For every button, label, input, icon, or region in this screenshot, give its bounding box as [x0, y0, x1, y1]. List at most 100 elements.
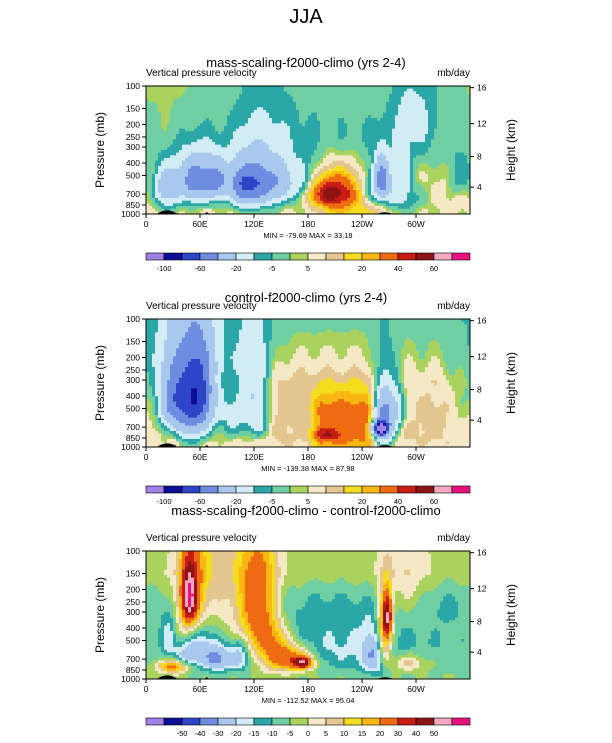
heatmap-cell — [284, 182, 288, 186]
heatmap-cell — [293, 179, 297, 183]
heatmap-cell — [185, 107, 189, 111]
heatmap-cell — [428, 102, 432, 106]
heatmap-cell — [260, 206, 264, 210]
heatmap-cell — [230, 104, 234, 108]
heatmap-cell — [395, 192, 399, 196]
heatmap-cell — [194, 163, 198, 167]
heatmap-cell — [263, 147, 267, 151]
heatmap-cell — [269, 166, 273, 170]
heatmap-cell — [311, 86, 315, 90]
heatmap-cell — [398, 195, 402, 199]
heatmap-cell — [443, 118, 447, 122]
heatmap-cell — [467, 179, 471, 183]
heatmap-cell — [197, 102, 201, 106]
heatmap-cell — [311, 192, 315, 196]
heatmap-cell — [188, 195, 192, 199]
heatmap-cell — [377, 198, 381, 202]
heatmap-cell — [338, 150, 342, 154]
heatmap-cell — [260, 134, 264, 138]
heatmap-cell — [311, 158, 315, 162]
heatmap-cell — [431, 115, 435, 119]
heatmap-cell — [350, 158, 354, 162]
heatmap-cell — [209, 198, 213, 202]
heatmap-cell — [245, 134, 249, 138]
heatmap-cell — [443, 147, 447, 151]
heatmap-cell — [281, 187, 285, 191]
heatmap-cell — [407, 174, 411, 178]
heatmap-cell — [212, 120, 216, 124]
heatmap-cell — [323, 147, 327, 151]
heatmap-cell — [389, 99, 393, 103]
heatmap-cell — [149, 86, 153, 90]
heatmap-cell — [302, 107, 306, 111]
heatmap-cell — [236, 94, 240, 98]
heatmap-cell — [254, 99, 258, 103]
heatmap-cell — [170, 206, 174, 210]
heatmap-cell — [422, 198, 426, 202]
heatmap-cell — [320, 91, 324, 95]
heatmap-cell — [413, 115, 417, 119]
heatmap-cell — [398, 104, 402, 108]
heatmap-cell — [176, 120, 180, 124]
heatmap-cell — [404, 88, 408, 92]
heatmap-cell — [251, 206, 255, 210]
heatmap-cell — [155, 118, 159, 122]
heatmap-cell — [326, 160, 330, 164]
heatmap-cell — [386, 118, 390, 122]
heatmap-cell — [182, 198, 186, 202]
heatmap-cell — [356, 123, 360, 127]
heatmap-cell — [404, 120, 408, 124]
heatmap-cell — [305, 198, 309, 202]
heatmap-cell — [218, 176, 222, 180]
heatmap-cell — [359, 168, 363, 172]
heatmap-cell — [245, 102, 249, 106]
heatmap-cell — [227, 176, 231, 180]
heatmap-cell — [158, 126, 162, 130]
heatmap-cell — [422, 187, 426, 191]
heatmap-cell — [245, 131, 249, 135]
heatmap-cell — [446, 152, 450, 156]
heatmap-cell — [227, 206, 231, 210]
heatmap-cell — [329, 104, 333, 108]
heatmap-cell — [431, 144, 435, 148]
heatmap-cell — [245, 123, 249, 127]
heatmap-cell — [278, 155, 282, 159]
heatmap-cell — [401, 174, 405, 178]
heatmap-cell — [161, 166, 165, 170]
heatmap-cell — [296, 136, 300, 140]
heatmap-cell — [353, 136, 357, 140]
heatmap-cell — [197, 88, 201, 92]
heatmap-cell — [302, 168, 306, 172]
heatmap-cell — [464, 139, 468, 143]
heatmap-cell — [350, 112, 354, 116]
heatmap-cell — [395, 152, 399, 156]
heatmap-cell — [395, 99, 399, 103]
heatmap-cell — [359, 110, 363, 114]
heatmap-cell — [335, 187, 339, 191]
heatmap-cell — [218, 110, 222, 114]
heatmap-cell — [365, 131, 369, 135]
heatmap-cell — [290, 152, 294, 156]
heatmap-cell — [398, 168, 402, 172]
heatmap-cell — [404, 99, 408, 103]
heatmap-cell — [326, 200, 330, 204]
heatmap-cell — [188, 128, 192, 132]
heatmap-cell — [422, 112, 426, 116]
heatmap-cell — [251, 144, 255, 148]
heatmap-cell — [422, 134, 426, 138]
heatmap-cell — [410, 206, 414, 210]
heatmap-cell — [257, 163, 261, 167]
heatmap-cell — [320, 166, 324, 170]
heatmap-cell — [386, 107, 390, 111]
heatmap-cell — [428, 198, 432, 202]
heatmap-cell — [221, 192, 225, 196]
heatmap-cell — [416, 174, 420, 178]
heatmap-cell — [332, 123, 336, 127]
heatmap-cell — [419, 163, 423, 167]
heatmap-cell — [245, 176, 249, 180]
heatmap-cell — [401, 142, 405, 146]
heatmap-cell — [356, 168, 360, 172]
heatmap-cell — [359, 128, 363, 132]
heatmap-cell — [254, 120, 258, 124]
left-label-0: Vertical pressure velocity — [146, 68, 257, 79]
